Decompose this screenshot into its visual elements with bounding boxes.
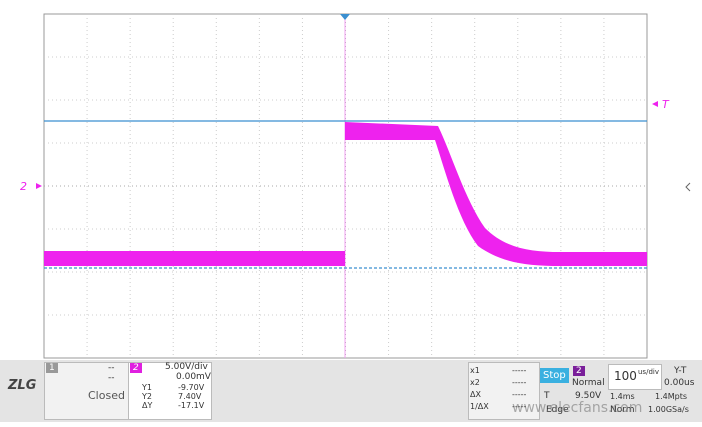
- ch2-number: 2: [130, 363, 142, 373]
- cursor-y-value: -9.70V: [178, 383, 205, 392]
- cursor-x-label: 1/ΔX: [470, 402, 489, 411]
- sample-rate: 1.00GSa/s: [648, 405, 689, 414]
- cursor-x-value: -----: [512, 378, 527, 387]
- trigger-position-marker: [340, 14, 350, 20]
- cursor-x-value: -----: [512, 366, 527, 375]
- timebase-box[interactable]: [608, 364, 662, 390]
- cursor-y-label: Y1: [142, 383, 152, 392]
- side-menu-arrow[interactable]: [685, 182, 691, 192]
- timebase-value: 100: [614, 369, 637, 383]
- ch2-scale: 5.00V/div: [165, 362, 208, 372]
- waveform-pulse: [345, 122, 647, 266]
- cursor-x-label: x2: [470, 378, 480, 387]
- ch2-offset: 0.00mV: [176, 372, 211, 382]
- cursor-y-value: -17.1V: [178, 401, 205, 410]
- trigger-arrow: [652, 101, 658, 107]
- trigger-edge: Edge: [546, 405, 569, 415]
- cursor-x-value: -----: [512, 390, 527, 399]
- cursor-x-box[interactable]: [468, 362, 540, 420]
- cursor-y-label: ΔY: [142, 401, 153, 410]
- ch1-number: 1: [46, 363, 58, 373]
- run-state[interactable]: Stop: [540, 368, 569, 383]
- ch2-box[interactable]: [128, 362, 212, 420]
- timebase-window: 1.4ms: [610, 392, 635, 401]
- trigger-level: 9.50V: [575, 391, 602, 401]
- trigger-mode: Normal: [572, 378, 605, 388]
- trigger-sweep: Norm: [610, 405, 635, 415]
- cursor-x-value: -----: [512, 402, 527, 411]
- trigger-marker: T: [662, 98, 670, 111]
- timebase-depth: 1.4Mpts: [655, 392, 688, 401]
- channel-arrow: [36, 183, 42, 189]
- logo: ZLG: [8, 378, 37, 393]
- grid: [44, 14, 647, 358]
- watermark: www.elecfans.com: [512, 400, 643, 416]
- timebase-mode: Y-T: [674, 366, 687, 376]
- cursor-y-label: Y2: [142, 392, 152, 401]
- cursor-y-value: 7.40V: [178, 392, 202, 401]
- ch1-scale: --: [108, 363, 115, 373]
- timebase-unit: us/div: [638, 368, 659, 376]
- trigger-source: 2: [573, 366, 585, 376]
- ch1-state: Closed: [88, 389, 125, 402]
- cursor-x-label: ΔX: [470, 390, 481, 399]
- channel-marker: 2: [20, 180, 27, 193]
- trigger-type: T: [544, 391, 550, 401]
- ch1-offset: --: [108, 373, 115, 383]
- timebase-position: 0.00us: [664, 378, 695, 388]
- cursor-x-label: x1: [470, 366, 480, 375]
- waveform-low: [44, 251, 345, 266]
